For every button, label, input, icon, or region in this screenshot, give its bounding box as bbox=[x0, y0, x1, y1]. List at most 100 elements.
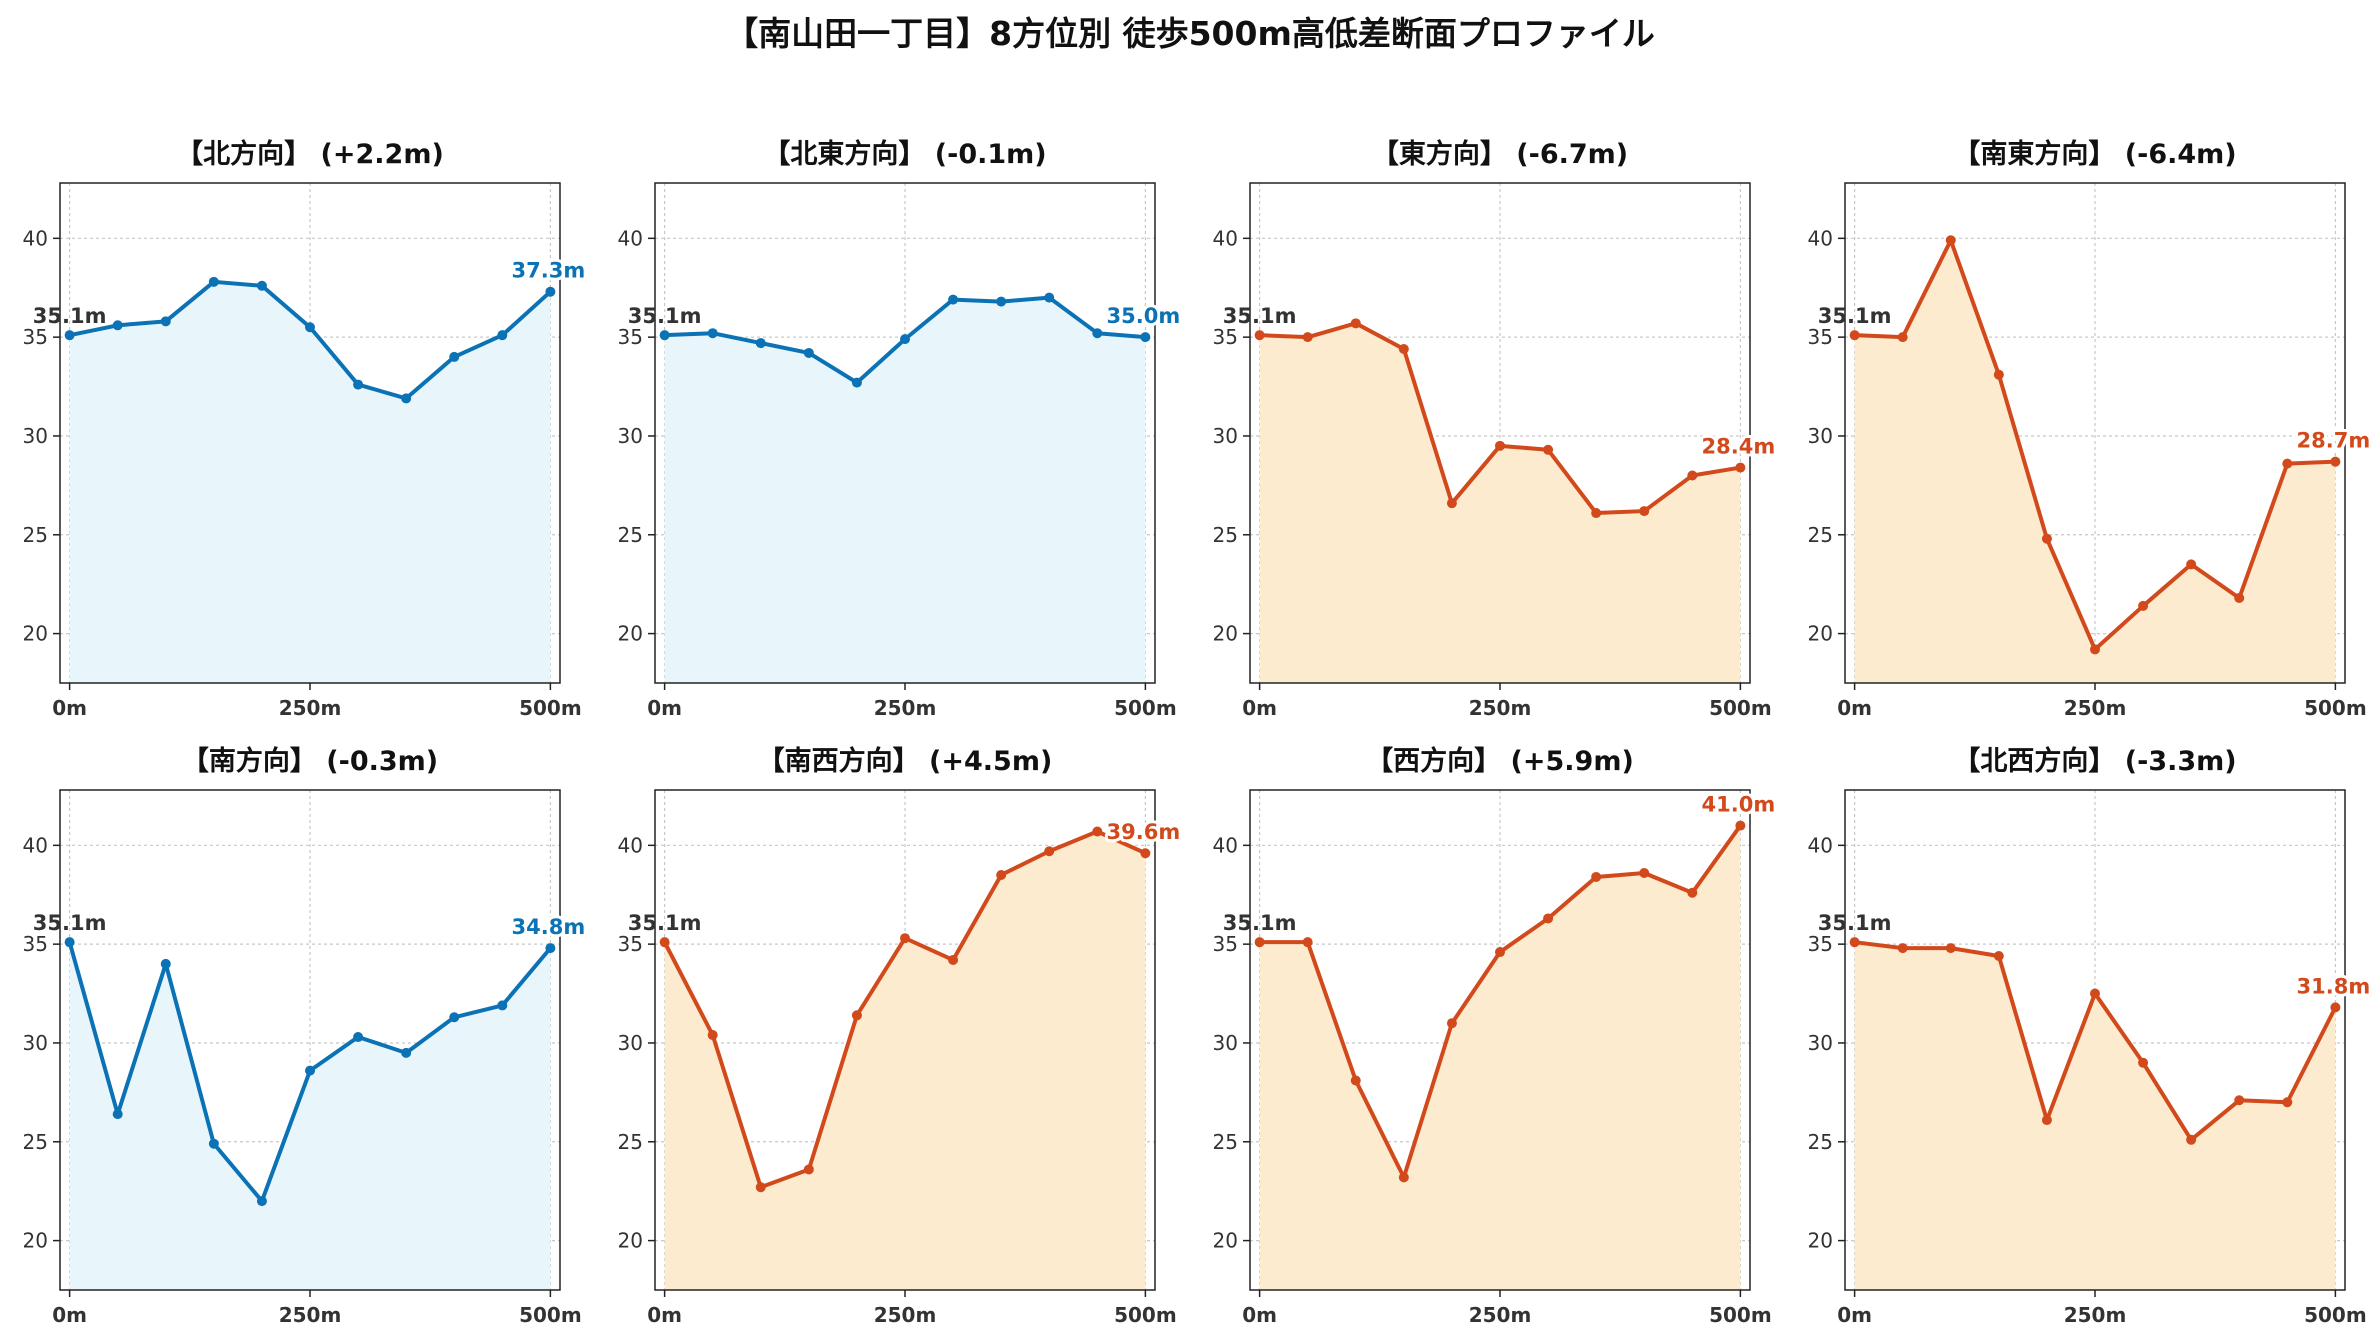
y-tick-label: 20 bbox=[1213, 622, 1238, 646]
end-elevation-label: 37.3m bbox=[512, 259, 586, 283]
y-tick-label: 35 bbox=[1808, 932, 1833, 956]
start-elevation-label: 35.1m bbox=[1818, 911, 1892, 935]
end-label-halo: 28.7m bbox=[2297, 429, 2371, 453]
data-point bbox=[1543, 913, 1554, 924]
x-tick-label: 0m bbox=[1242, 696, 1277, 720]
data-point bbox=[353, 1032, 364, 1043]
data-point bbox=[256, 280, 267, 291]
data-point bbox=[851, 377, 862, 388]
x-tick-label: 0m bbox=[1837, 696, 1872, 720]
x-tick-label: 250m bbox=[874, 1303, 937, 1327]
end-label-halo: 31.8m bbox=[2297, 974, 2371, 998]
x-tick-label: 500m bbox=[1114, 696, 1177, 720]
elevation-area bbox=[1854, 942, 2336, 1290]
y-tick-label: 25 bbox=[618, 1130, 643, 1154]
elevation-area bbox=[69, 281, 551, 683]
start-elevation-label: 35.1m bbox=[33, 911, 107, 935]
data-point bbox=[497, 330, 508, 341]
data-point bbox=[1849, 937, 1860, 948]
elevation-area bbox=[1259, 323, 1741, 683]
data-point bbox=[2041, 533, 2052, 544]
x-tick-label: 0m bbox=[647, 696, 682, 720]
start-elevation-label: 35.1m bbox=[1223, 911, 1297, 935]
data-point bbox=[1687, 887, 1698, 898]
panel-8: 【北西方向】 (-3.3m) 20 25 30 35 40 0m 250m 500m 35.1m 3… bbox=[1808, 745, 2374, 1327]
y-tick-label: 35 bbox=[618, 932, 643, 956]
data-point bbox=[2138, 600, 2149, 611]
start-elevation-label: 35.1m bbox=[628, 304, 702, 328]
y-tick-label: 35 bbox=[23, 325, 48, 349]
data-point bbox=[1993, 369, 2004, 380]
panel-title: 【北方向】 (+2.2m) bbox=[176, 138, 444, 170]
panel-4: 【南東方向】 (-6.4m) 20 25 30 35 40 0m 250m 500m 35.1m 2… bbox=[1808, 138, 2374, 720]
elevation-area bbox=[69, 942, 551, 1290]
end-label-halo: 39.6m bbox=[1107, 820, 1181, 844]
y-tick-label: 35 bbox=[1808, 325, 1833, 349]
data-point bbox=[1639, 506, 1650, 517]
data-point bbox=[1302, 332, 1313, 343]
panel-title: 【南東方向】 (-6.4m) bbox=[1953, 138, 2236, 170]
data-point bbox=[1092, 826, 1103, 837]
x-tick-label: 250m bbox=[2064, 1303, 2127, 1327]
y-tick-label: 20 bbox=[1808, 1229, 1833, 1253]
start-elevation-label: 35.1m bbox=[1223, 304, 1297, 328]
end-label-halo: 28.4m bbox=[1702, 435, 1776, 459]
y-tick-label: 20 bbox=[618, 622, 643, 646]
data-point bbox=[401, 393, 412, 404]
y-tick-label: 30 bbox=[23, 424, 48, 448]
x-tick-label: 0m bbox=[647, 1303, 682, 1327]
data-point bbox=[1140, 848, 1151, 859]
data-point bbox=[497, 1000, 508, 1011]
y-tick-label: 40 bbox=[23, 226, 48, 250]
panel-1: 【北方向】 (+2.2m) 20 25 30 35 40 0m 250m 500m 35.1m 37… bbox=[23, 138, 589, 720]
x-tick-label: 500m bbox=[1709, 696, 1772, 720]
panel-3: 【東方向】 (-6.7m) 20 25 30 35 40 0m 250m 500m 35.1m 28… bbox=[1213, 138, 1779, 720]
data-point bbox=[1140, 332, 1151, 343]
x-tick-label: 0m bbox=[52, 696, 87, 720]
x-tick-label: 0m bbox=[52, 1303, 87, 1327]
data-point bbox=[900, 933, 910, 944]
data-point bbox=[1044, 292, 1055, 303]
data-point bbox=[659, 330, 670, 341]
end-label-halo: 34.8m bbox=[512, 915, 586, 939]
data-point bbox=[851, 1010, 862, 1021]
x-tick-label: 500m bbox=[519, 696, 582, 720]
y-tick-label: 25 bbox=[23, 523, 48, 547]
data-point bbox=[305, 322, 315, 333]
y-tick-label: 30 bbox=[1213, 424, 1238, 448]
x-tick-label: 500m bbox=[1114, 1303, 1177, 1327]
data-point bbox=[1543, 444, 1554, 455]
data-point bbox=[1735, 462, 1746, 473]
y-tick-label: 25 bbox=[1213, 523, 1238, 547]
x-tick-label: 500m bbox=[519, 1303, 582, 1327]
data-point bbox=[449, 1012, 460, 1023]
data-point bbox=[2234, 593, 2245, 604]
y-tick-label: 40 bbox=[1808, 833, 1833, 857]
x-tick-label: 0m bbox=[1242, 1303, 1277, 1327]
data-point bbox=[112, 320, 123, 331]
data-point bbox=[2330, 1002, 2341, 1013]
elevation-area bbox=[1259, 825, 1741, 1290]
data-point bbox=[1254, 330, 1265, 341]
data-point bbox=[996, 296, 1007, 307]
y-tick-label: 25 bbox=[1808, 523, 1833, 547]
data-point bbox=[1591, 508, 1602, 519]
data-point bbox=[1350, 318, 1361, 329]
data-point bbox=[755, 1182, 766, 1193]
data-point bbox=[900, 334, 910, 345]
y-tick-label: 35 bbox=[1213, 325, 1238, 349]
data-point bbox=[803, 1164, 814, 1175]
y-tick-label: 40 bbox=[1213, 833, 1238, 857]
data-point bbox=[659, 937, 670, 948]
x-tick-label: 250m bbox=[279, 1303, 342, 1327]
data-point bbox=[755, 338, 766, 349]
panel-6: 【南西方向】 (+4.5m) 20 25 30 35 40 0m 250m 500m 35.1m 3… bbox=[618, 745, 1184, 1327]
y-tick-label: 30 bbox=[618, 424, 643, 448]
x-tick-label: 250m bbox=[1469, 1303, 1532, 1327]
y-tick-label: 30 bbox=[1808, 424, 1833, 448]
data-point bbox=[1302, 937, 1313, 948]
data-point bbox=[112, 1109, 123, 1120]
data-point bbox=[948, 294, 959, 305]
y-tick-label: 20 bbox=[1213, 1229, 1238, 1253]
